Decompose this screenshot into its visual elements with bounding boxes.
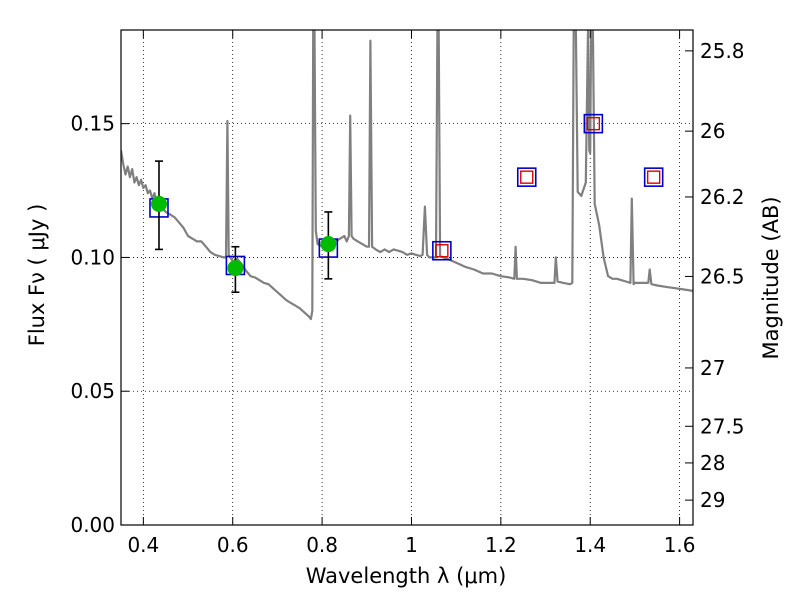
x-tick-label: 1.4 bbox=[574, 533, 606, 557]
y-axis-label: Flux Fν ( μJy ) bbox=[25, 204, 49, 347]
grid-lines bbox=[121, 30, 693, 525]
y-tick-label: 0.15 bbox=[70, 112, 115, 136]
y2-tick-label: 27.5 bbox=[700, 414, 745, 438]
x-tick-label: 1.2 bbox=[485, 533, 517, 557]
model-box-inner bbox=[646, 170, 661, 184]
axis-ticks: 0.4 0.6 0.8 1 1.2 1.4 1.6 0.00 0.05 0.10 0.15 25.8 2… bbox=[70, 30, 745, 557]
x-tick-label: 0.6 bbox=[217, 533, 249, 557]
x-tick-label: 0.8 bbox=[306, 533, 338, 557]
y2-tick-label: 28 bbox=[700, 451, 725, 475]
observed-point bbox=[227, 260, 244, 277]
spectrum-line bbox=[121, 30, 693, 321]
data-series bbox=[121, 30, 693, 321]
model-box bbox=[583, 113, 604, 134]
x-tick-label: 0.4 bbox=[127, 533, 159, 557]
y-tick-label: 0.10 bbox=[70, 245, 115, 269]
model-box bbox=[516, 167, 537, 187]
x-tick-label: 1.6 bbox=[664, 533, 696, 557]
y2-tick-label: 27 bbox=[700, 356, 725, 380]
model-box bbox=[432, 240, 452, 261]
model-box bbox=[643, 167, 664, 187]
y2-tick-label: 26.2 bbox=[700, 185, 745, 209]
y2-tick-label: 29 bbox=[700, 488, 725, 512]
x-tick-label: 1 bbox=[405, 533, 418, 557]
y-tick-label: 0.00 bbox=[70, 513, 115, 537]
y2-tick-label: 25.8 bbox=[700, 39, 745, 63]
y2-tick-label: 26 bbox=[700, 119, 725, 143]
observed-point bbox=[320, 236, 337, 253]
y-tick-label: 0.05 bbox=[70, 379, 115, 403]
y2-tick-label: 26.5 bbox=[700, 264, 745, 288]
model-box-inner bbox=[520, 170, 534, 184]
model-box-inner bbox=[586, 116, 601, 131]
observed-point bbox=[150, 195, 167, 212]
plot-frame bbox=[120, 29, 694, 526]
x-axis-label: Wavelength λ (μm) bbox=[306, 564, 507, 588]
model-box-inner bbox=[435, 244, 449, 258]
y2-axis-label: Magnitude (AB) bbox=[759, 196, 783, 359]
